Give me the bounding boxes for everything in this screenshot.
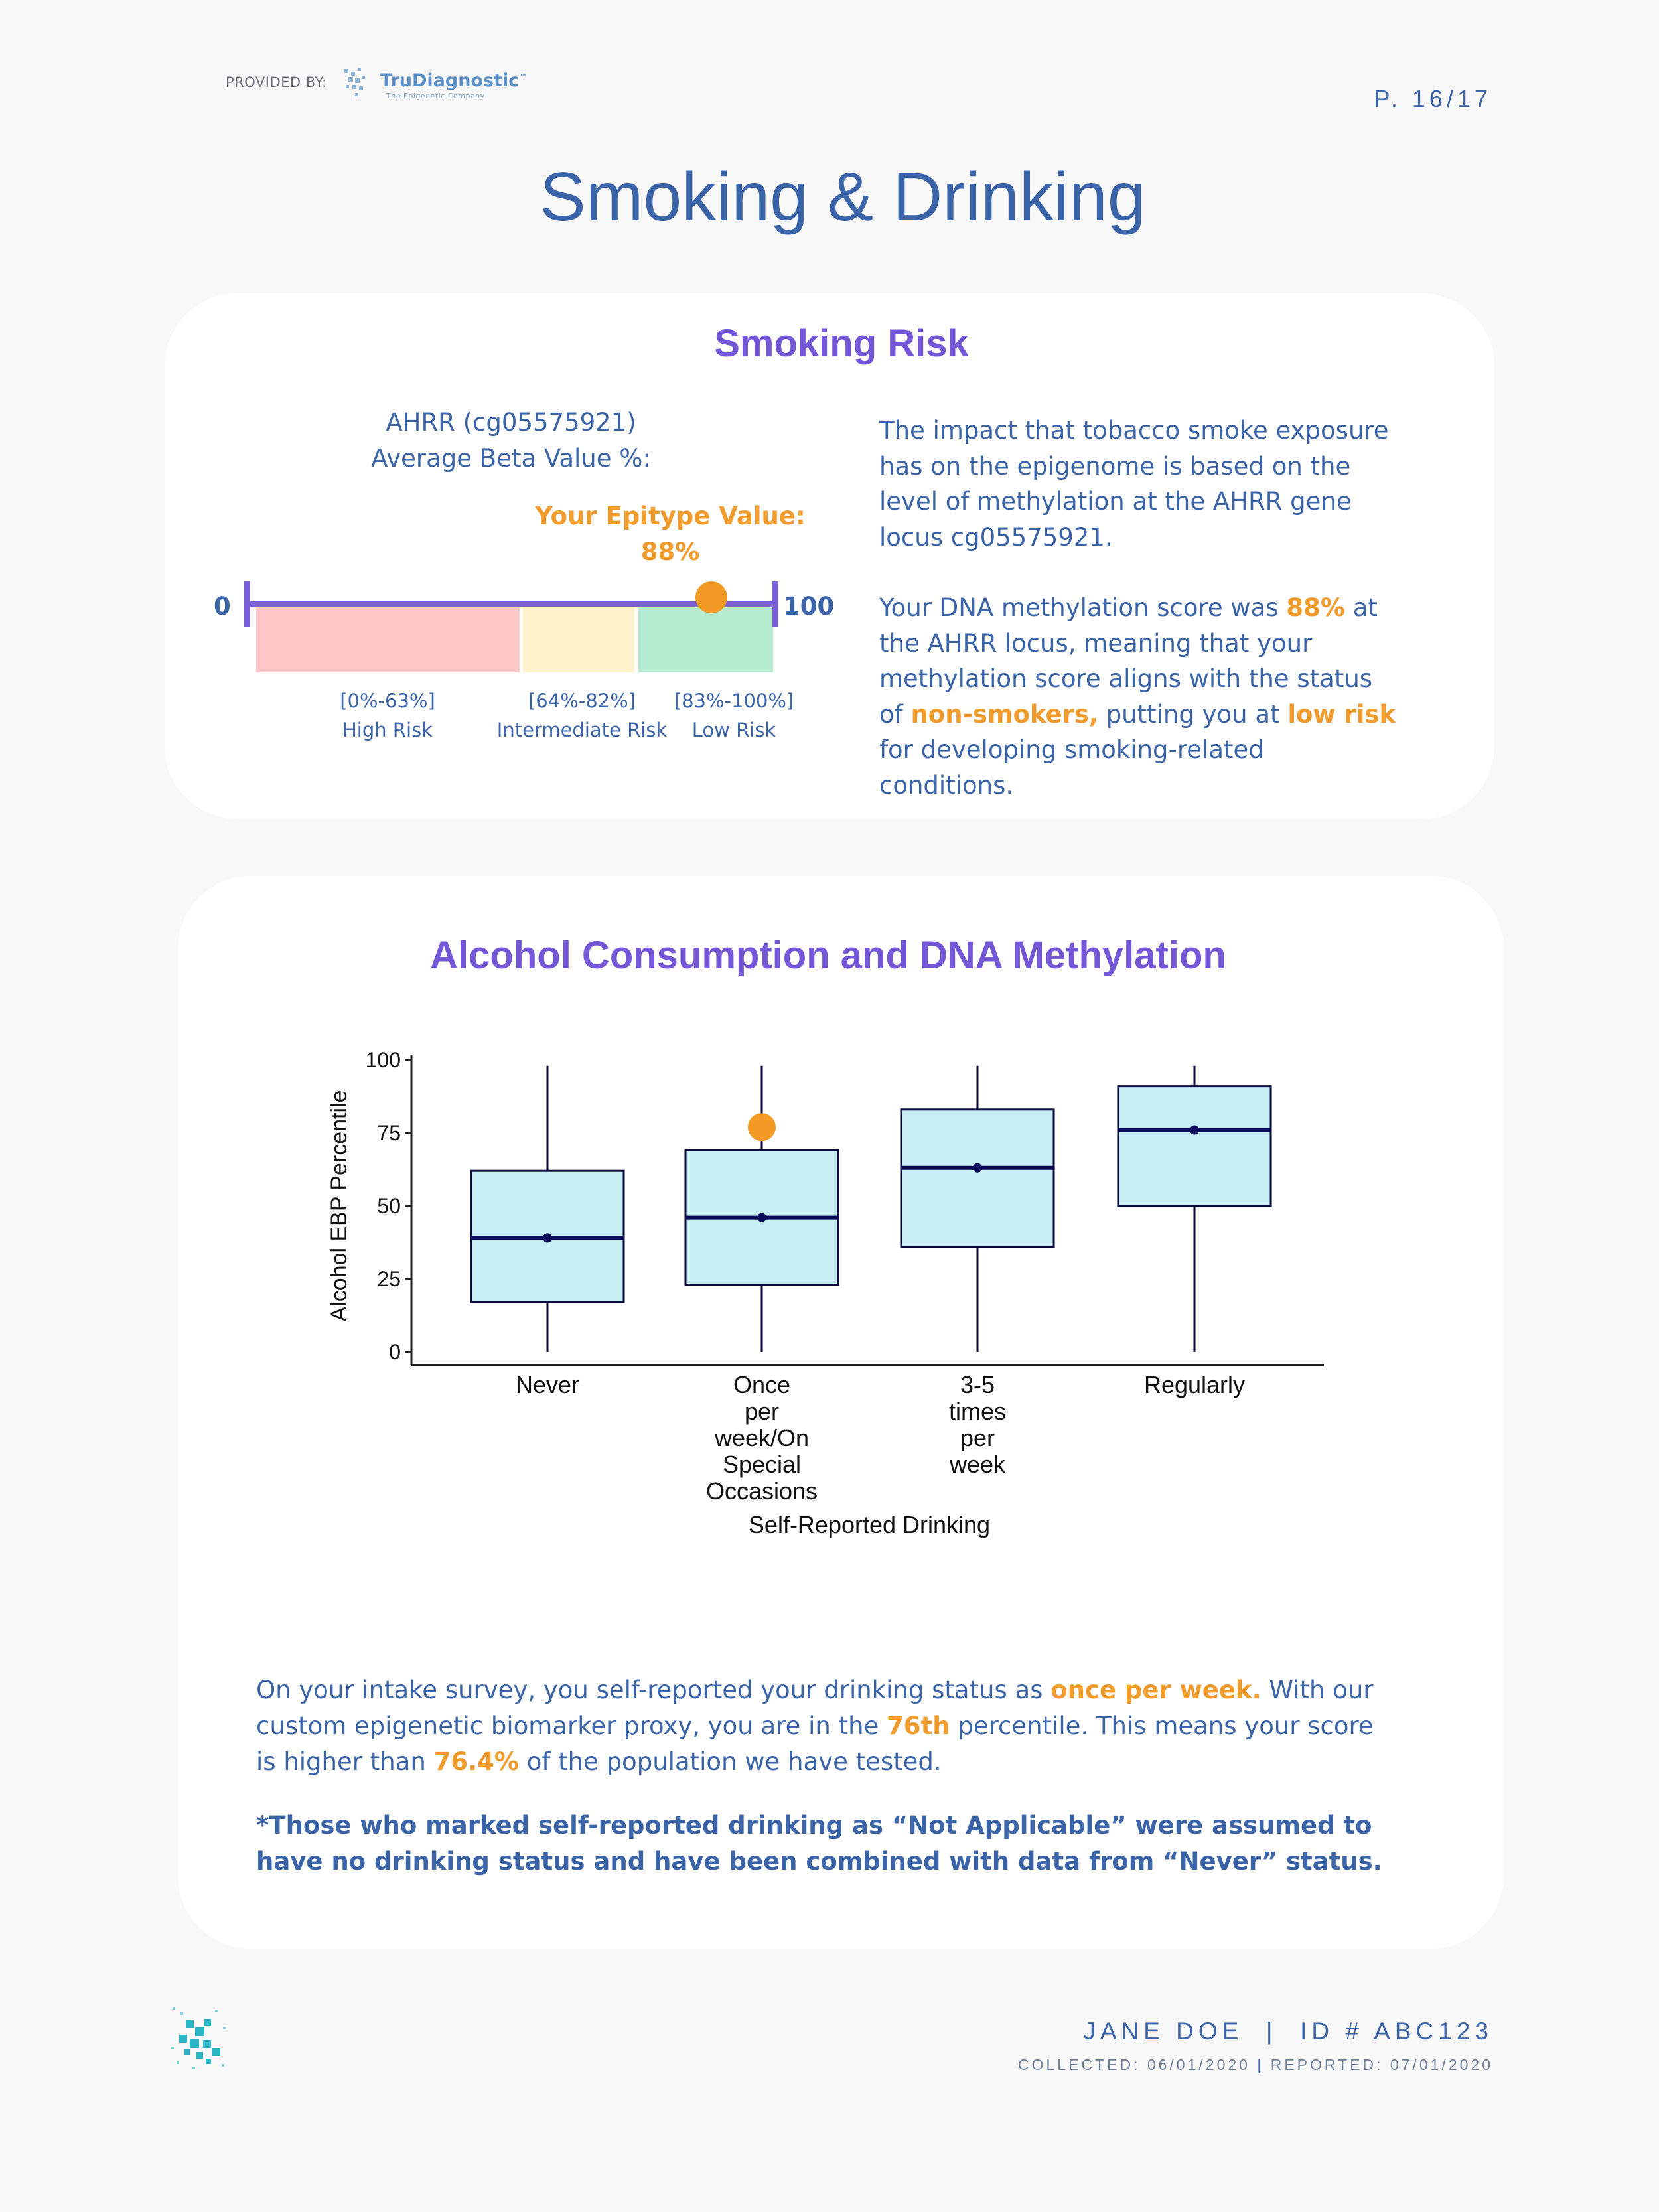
collected-date: COLLECTED: 06/01/2020 [1018,2056,1250,2073]
x-tick-label: Never [516,1371,579,1398]
scale-bar-right-cap [772,581,778,627]
x-tick-label: Once [733,1371,790,1398]
y-axis-title: Alcohol EBP Percentile [326,1090,352,1321]
alcohol-boxplot-chart: 0 25 50 75 100 Alcohol EBP Percentile Never Onc… [326,1048,1324,1538]
epitype-marker [695,581,728,613]
gene-label: AHRR (cg05575921) Average Beta Value %: [312,405,710,477]
scale-bar-line [246,601,776,607]
x-tick-label: Special [723,1451,801,1478]
x-tick-label: week [949,1451,1006,1478]
zone-name: Intermediate Risk [496,719,668,741]
x-tick-label: Regularly [1144,1371,1245,1398]
box [1117,1085,1272,1207]
page-number: P. 16/17 [1374,85,1492,112]
user-value-marker [748,1113,776,1142]
provided-by-label: PROVIDED BY: [226,74,327,90]
x-axis-title: Self-Reported Drinking [749,1511,990,1538]
zone-label-low: [83%-100%] Low Risk [634,686,833,745]
y-tick-label: 50 [377,1194,401,1218]
smoking-description: The impact that tobacco smoke exposure h… [879,416,1389,552]
smoking-result-text: Your DNA methylation score was 88% at th… [879,593,1396,800]
gene-label-line1: AHRR (cg05575921) [386,408,636,437]
reported-date: REPORTED: 07/01/2020 [1270,2056,1493,2073]
alcohol-footnote: *Those who marked self-reported drinking… [256,1811,1382,1876]
patient-name: JANE DOE [1083,2018,1244,2045]
mean-point [973,1163,982,1173]
page-title: Smoking & Drinking [540,159,1146,236]
epitype-value: 88% [640,538,700,566]
mean-point [757,1213,766,1222]
y-tick-label: 0 [389,1340,401,1364]
zone-name: High Risk [342,719,433,741]
y-tick-label: 25 [377,1267,401,1291]
box [900,1108,1055,1248]
x-tick-label: week/On [714,1424,809,1451]
y-tick-label: 75 [377,1121,401,1145]
x-tick-label: per [960,1424,995,1451]
mean-point [1190,1125,1199,1135]
mean-point [543,1233,552,1243]
x-tick-label: 3-5 [960,1371,995,1398]
scale-min-label: 0 [214,592,231,621]
smoking-risk-card [165,293,1494,819]
brand-name: TruDiagnostic™ [380,70,528,91]
patient-id: ID # ABC123 [1300,2018,1493,2045]
zone-label-intermediate: [64%-82%] Intermediate Risk [479,686,685,745]
epitype-label: Your Epitype Value: [535,502,806,530]
patient-info: JANE DOE | ID # ABC123 [1083,2018,1493,2045]
zone-high-risk [256,607,520,672]
trudiagnostic-logo-icon [344,68,365,96]
brand-tagline: The Epigenetic Company [386,92,485,100]
alcohol-title: Alcohol Consumption and DNA Methylation [430,934,1226,977]
zone-label-high: [0%-63%] High Risk [288,686,487,745]
x-tick-label: per [745,1398,779,1425]
scale-max-label: 100 [783,592,835,621]
x-tick-label: Occasions [706,1477,818,1505]
gene-label-line2: Average Beta Value %: [371,444,651,473]
zone-intermediate-risk [523,607,634,672]
alcohol-result-text: On your intake survey, you self-reported… [256,1676,1374,1776]
footer-logo-icon [171,2007,226,2069]
zone-low-risk [638,607,773,672]
zone-name: Low Risk [691,719,776,741]
smoking-risk-title: Smoking Risk [714,322,969,365]
x-tick-label: times [949,1398,1006,1425]
alcohol-card [178,876,1504,1949]
zone-range: [0%-63%] [340,690,435,712]
y-tick-label: 100 [366,1048,401,1072]
scale-bar-left-cap [244,581,250,627]
report-dates: COLLECTED: 06/01/2020 | REPORTED: 07/01/… [1018,2056,1493,2073]
zone-range: [83%-100%] [674,690,794,712]
zone-range: [64%-82%] [528,690,636,712]
